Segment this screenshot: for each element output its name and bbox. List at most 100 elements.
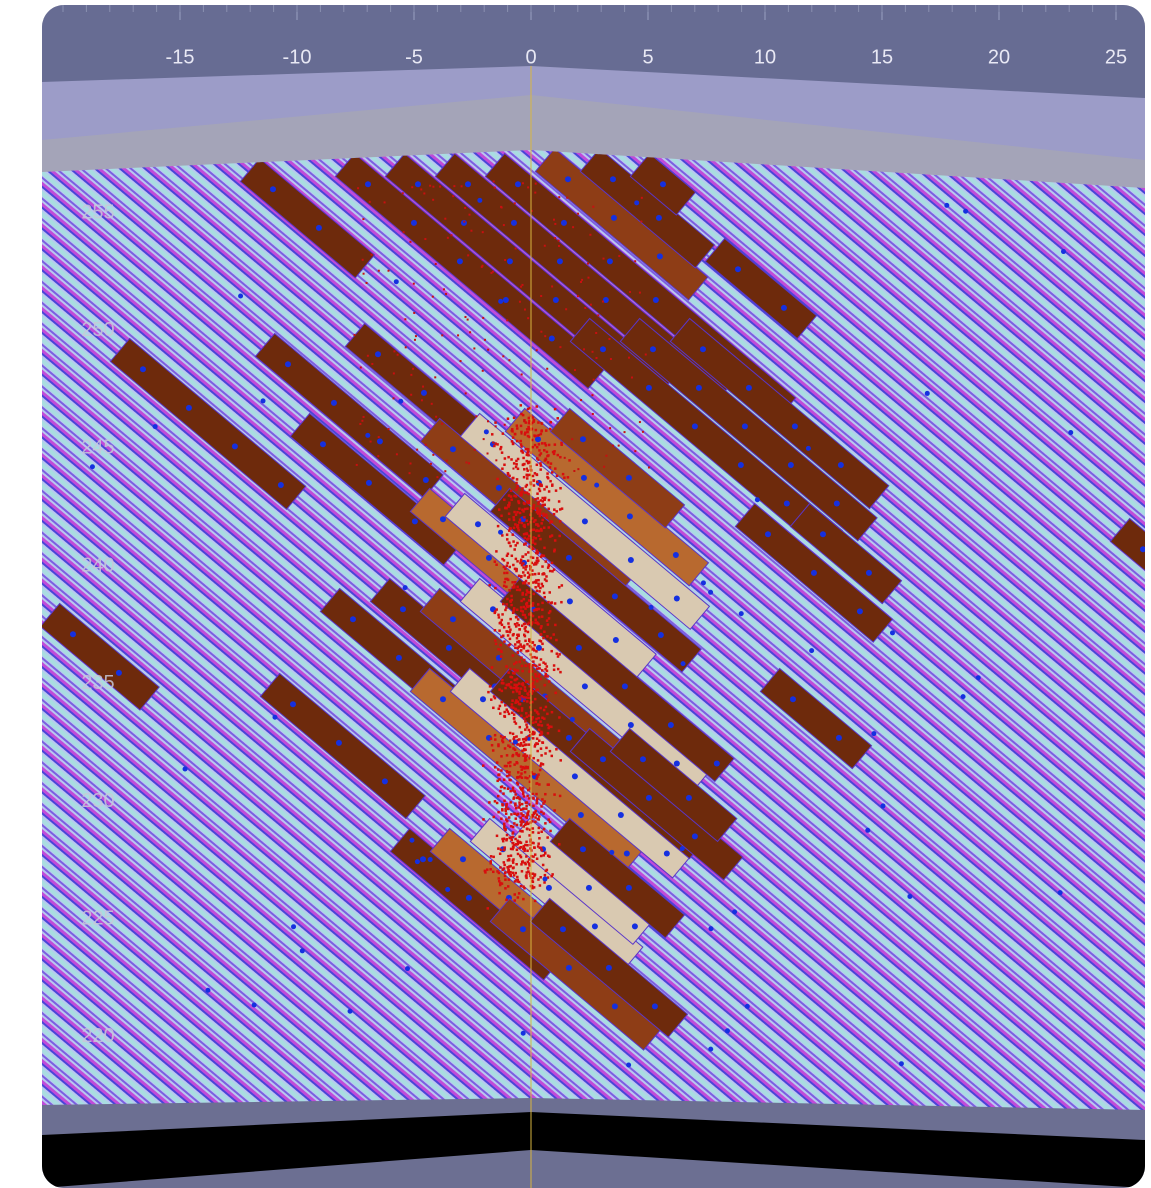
red-hit (608, 338, 610, 340)
red-hit (503, 572, 506, 575)
blue-hit (153, 424, 158, 429)
red-hit (558, 586, 561, 589)
red-hit (515, 463, 518, 466)
red-hit (539, 587, 542, 590)
red-hit (537, 878, 540, 881)
blue-hit (366, 480, 372, 486)
red-hit (537, 421, 540, 424)
blue-hit (484, 429, 489, 434)
red-hit (498, 629, 501, 632)
red-hit (542, 864, 545, 867)
blue-hit (809, 648, 814, 653)
red-hit (538, 443, 541, 446)
red-hit (507, 855, 510, 858)
red-hit (500, 515, 503, 518)
blue-hit (790, 696, 796, 702)
blue-hit (365, 181, 371, 187)
red-hit (516, 424, 519, 427)
red-hit (388, 428, 390, 430)
red-hit (533, 656, 536, 659)
red-hit (490, 698, 493, 701)
red-hit (512, 468, 514, 470)
blue-hit (784, 501, 790, 507)
red-hit (509, 631, 512, 634)
red-hit (536, 775, 539, 778)
red-hit (497, 774, 500, 777)
blue-hit (708, 1047, 713, 1052)
red-hit (495, 425, 497, 427)
red-hit (519, 703, 522, 706)
red-hit (543, 631, 546, 634)
red-hit (517, 524, 520, 527)
red-hit (517, 618, 520, 621)
red-hit (536, 737, 539, 740)
red-hit (568, 459, 571, 462)
red-hit (520, 788, 523, 791)
red-hit (526, 602, 529, 605)
red-hit (544, 793, 547, 796)
red-hit (537, 501, 540, 504)
red-hit (541, 724, 544, 727)
red-hit (520, 600, 523, 603)
red-hit (509, 618, 512, 621)
red-hit (527, 435, 530, 438)
red-hit (541, 442, 544, 445)
red-hit (520, 575, 523, 578)
red-hit (487, 452, 489, 454)
red-hit (546, 516, 549, 519)
red-hit (536, 549, 539, 552)
red-hit (535, 793, 538, 796)
red-hit (641, 197, 643, 199)
red-hit (532, 475, 535, 478)
red-hit (537, 459, 539, 461)
red-hit (528, 663, 531, 666)
red-hit (518, 835, 521, 838)
blue-hit (680, 846, 685, 851)
red-hit (498, 880, 501, 883)
red-hit (539, 538, 542, 541)
red-hit (526, 533, 529, 536)
red-hit (508, 542, 511, 545)
blue-hit (411, 220, 417, 226)
blue-hit (566, 965, 572, 971)
blue-hit (657, 253, 663, 259)
blue-hit (405, 966, 410, 971)
red-hit (409, 472, 411, 474)
red-hit (520, 772, 523, 775)
red-hit (378, 270, 380, 272)
red-hit (523, 634, 526, 637)
red-hit (517, 853, 520, 856)
red-hit (507, 762, 510, 765)
red-hit (502, 432, 505, 435)
red-hit (509, 600, 512, 603)
red-hit (503, 823, 506, 826)
red-hit (516, 440, 519, 443)
red-hit (508, 779, 511, 782)
blue-hit (606, 965, 612, 971)
red-hit (501, 739, 504, 742)
red-hit (499, 448, 502, 451)
red-hit (541, 497, 544, 500)
red-hit (504, 871, 507, 874)
red-hit (516, 622, 519, 625)
red-hit (522, 807, 525, 810)
blue-hit (546, 885, 552, 891)
red-hit (464, 316, 466, 318)
red-hit (527, 571, 530, 574)
blue-hit (446, 645, 452, 651)
red-hit (532, 593, 535, 596)
red-hit (494, 560, 497, 563)
red-hit (532, 831, 535, 834)
red-hit (547, 454, 550, 457)
x-tick-label: 0 (525, 46, 536, 68)
detector-view: -15-10-505101520252552502452402352302252… (0, 0, 1151, 1188)
red-hit (413, 312, 415, 314)
red-hit (536, 590, 539, 593)
red-hit (523, 476, 526, 479)
red-hit (501, 808, 504, 811)
blue-hit (857, 608, 863, 614)
red-hit (526, 827, 529, 830)
red-hit (538, 530, 541, 533)
red-hit (534, 673, 537, 676)
red-hit (518, 628, 521, 631)
